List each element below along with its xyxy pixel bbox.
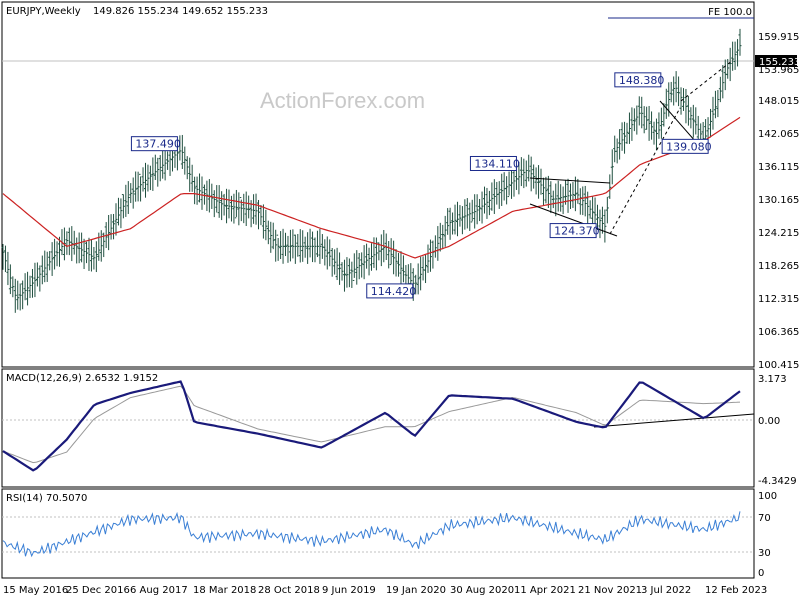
price-axis-label: 112.315 [758,294,799,305]
watermark: ActionForex.com [260,88,425,113]
rsi-title: RSI(14) 70.5070 [6,493,87,504]
macd-signal-line [2,385,741,464]
time-axis-label: 19 Jan 2020 [386,585,446,596]
annotation-box [549,223,597,239]
time-axis-label: 11 Apr 2021 [514,585,576,596]
rsi-panel [1,488,755,579]
fe-label: FE 100.0 [708,7,752,18]
price-header-ohlc: 149.826 155.234 149.652 155.233 [93,6,268,17]
macd-axis-label: -4.3429 [758,476,797,487]
time-axis-label: 21 Nov 2021 [578,585,642,596]
macd-line [2,380,741,472]
time-axis-label: 9 Jun 2019 [322,585,376,596]
macd-title: MACD(12,26,9) 2.6532 1.9152 [6,373,158,384]
price-axis-label: 118.265 [758,261,799,272]
price-bars [1,28,742,313]
annotation-label: 124.370 [554,225,600,238]
time-axis-label: 15 May 2016 [3,585,68,596]
time-axis-label: 6 Aug 2017 [130,585,188,596]
price-axis-label: 106.365 [758,327,799,338]
price-panel [1,1,755,368]
annotation-label: 139.080 [666,140,712,153]
annotation-box [614,72,662,88]
rsi-axis-label: 30 [758,548,771,559]
trendline [680,59,734,102]
rsi-axis-label: 70 [758,513,771,524]
rsi-line [2,511,741,558]
time-axis-label: 18 Mar 2018 [193,585,256,596]
annotation-box [469,155,517,171]
price-axis-label: 148.015 [758,96,799,107]
annotation-box [661,138,709,154]
trendline [609,107,681,235]
price-axis-label: 159.915 [758,32,799,43]
price-axis: 159.915 153.965 148.015 142.065 136.115 … [758,32,799,371]
time-axis-label: 3 Jul 2022 [641,585,691,596]
price-axis-label: 136.115 [758,162,799,173]
macd-trendline [593,413,755,428]
trendline [529,203,618,237]
macd-axis-label: 3.173 [758,374,787,385]
price-axis-label: 100.415 [758,360,799,371]
rsi-axis-label: 0 [758,568,764,579]
price-header-symbol: EURJPY,Weekly [6,6,81,17]
price-axis-label: 153.965 [758,65,799,76]
trendline [529,177,611,184]
price-axis-label: 124.215 [758,228,799,239]
time-axis-label: 25 Dec 2016 [66,585,130,596]
time-axis: 15 May 2016 25 Dec 2016 6 Aug 2017 18 Ma… [3,585,767,596]
annotation-label: 134.110 [474,157,519,170]
time-axis-label: 12 Feb 2023 [705,585,767,596]
last-price-box [755,55,797,67]
time-axis-label: 28 Oct 2018 [258,585,320,596]
last-price-label: 155.233 [759,57,800,68]
annotation-box [130,136,178,152]
macd-axis-label: 0.00 [758,416,780,427]
rsi-axis-label: 100 [758,491,777,502]
annotations: 137.490 114.420 134.110 124.370 148.380 139.0… [130,72,712,299]
price-axis-label: 142.065 [758,129,799,140]
annotation-label: 114.420 [371,285,417,298]
annotation-box [366,283,414,299]
moving-average-line [2,116,741,259]
price-axis-label: 130.165 [758,195,799,206]
time-axis-label: 30 Aug 2020 [450,585,514,596]
annotation-label: 137.490 [135,138,181,151]
annotation-label: 148.380 [619,74,665,87]
